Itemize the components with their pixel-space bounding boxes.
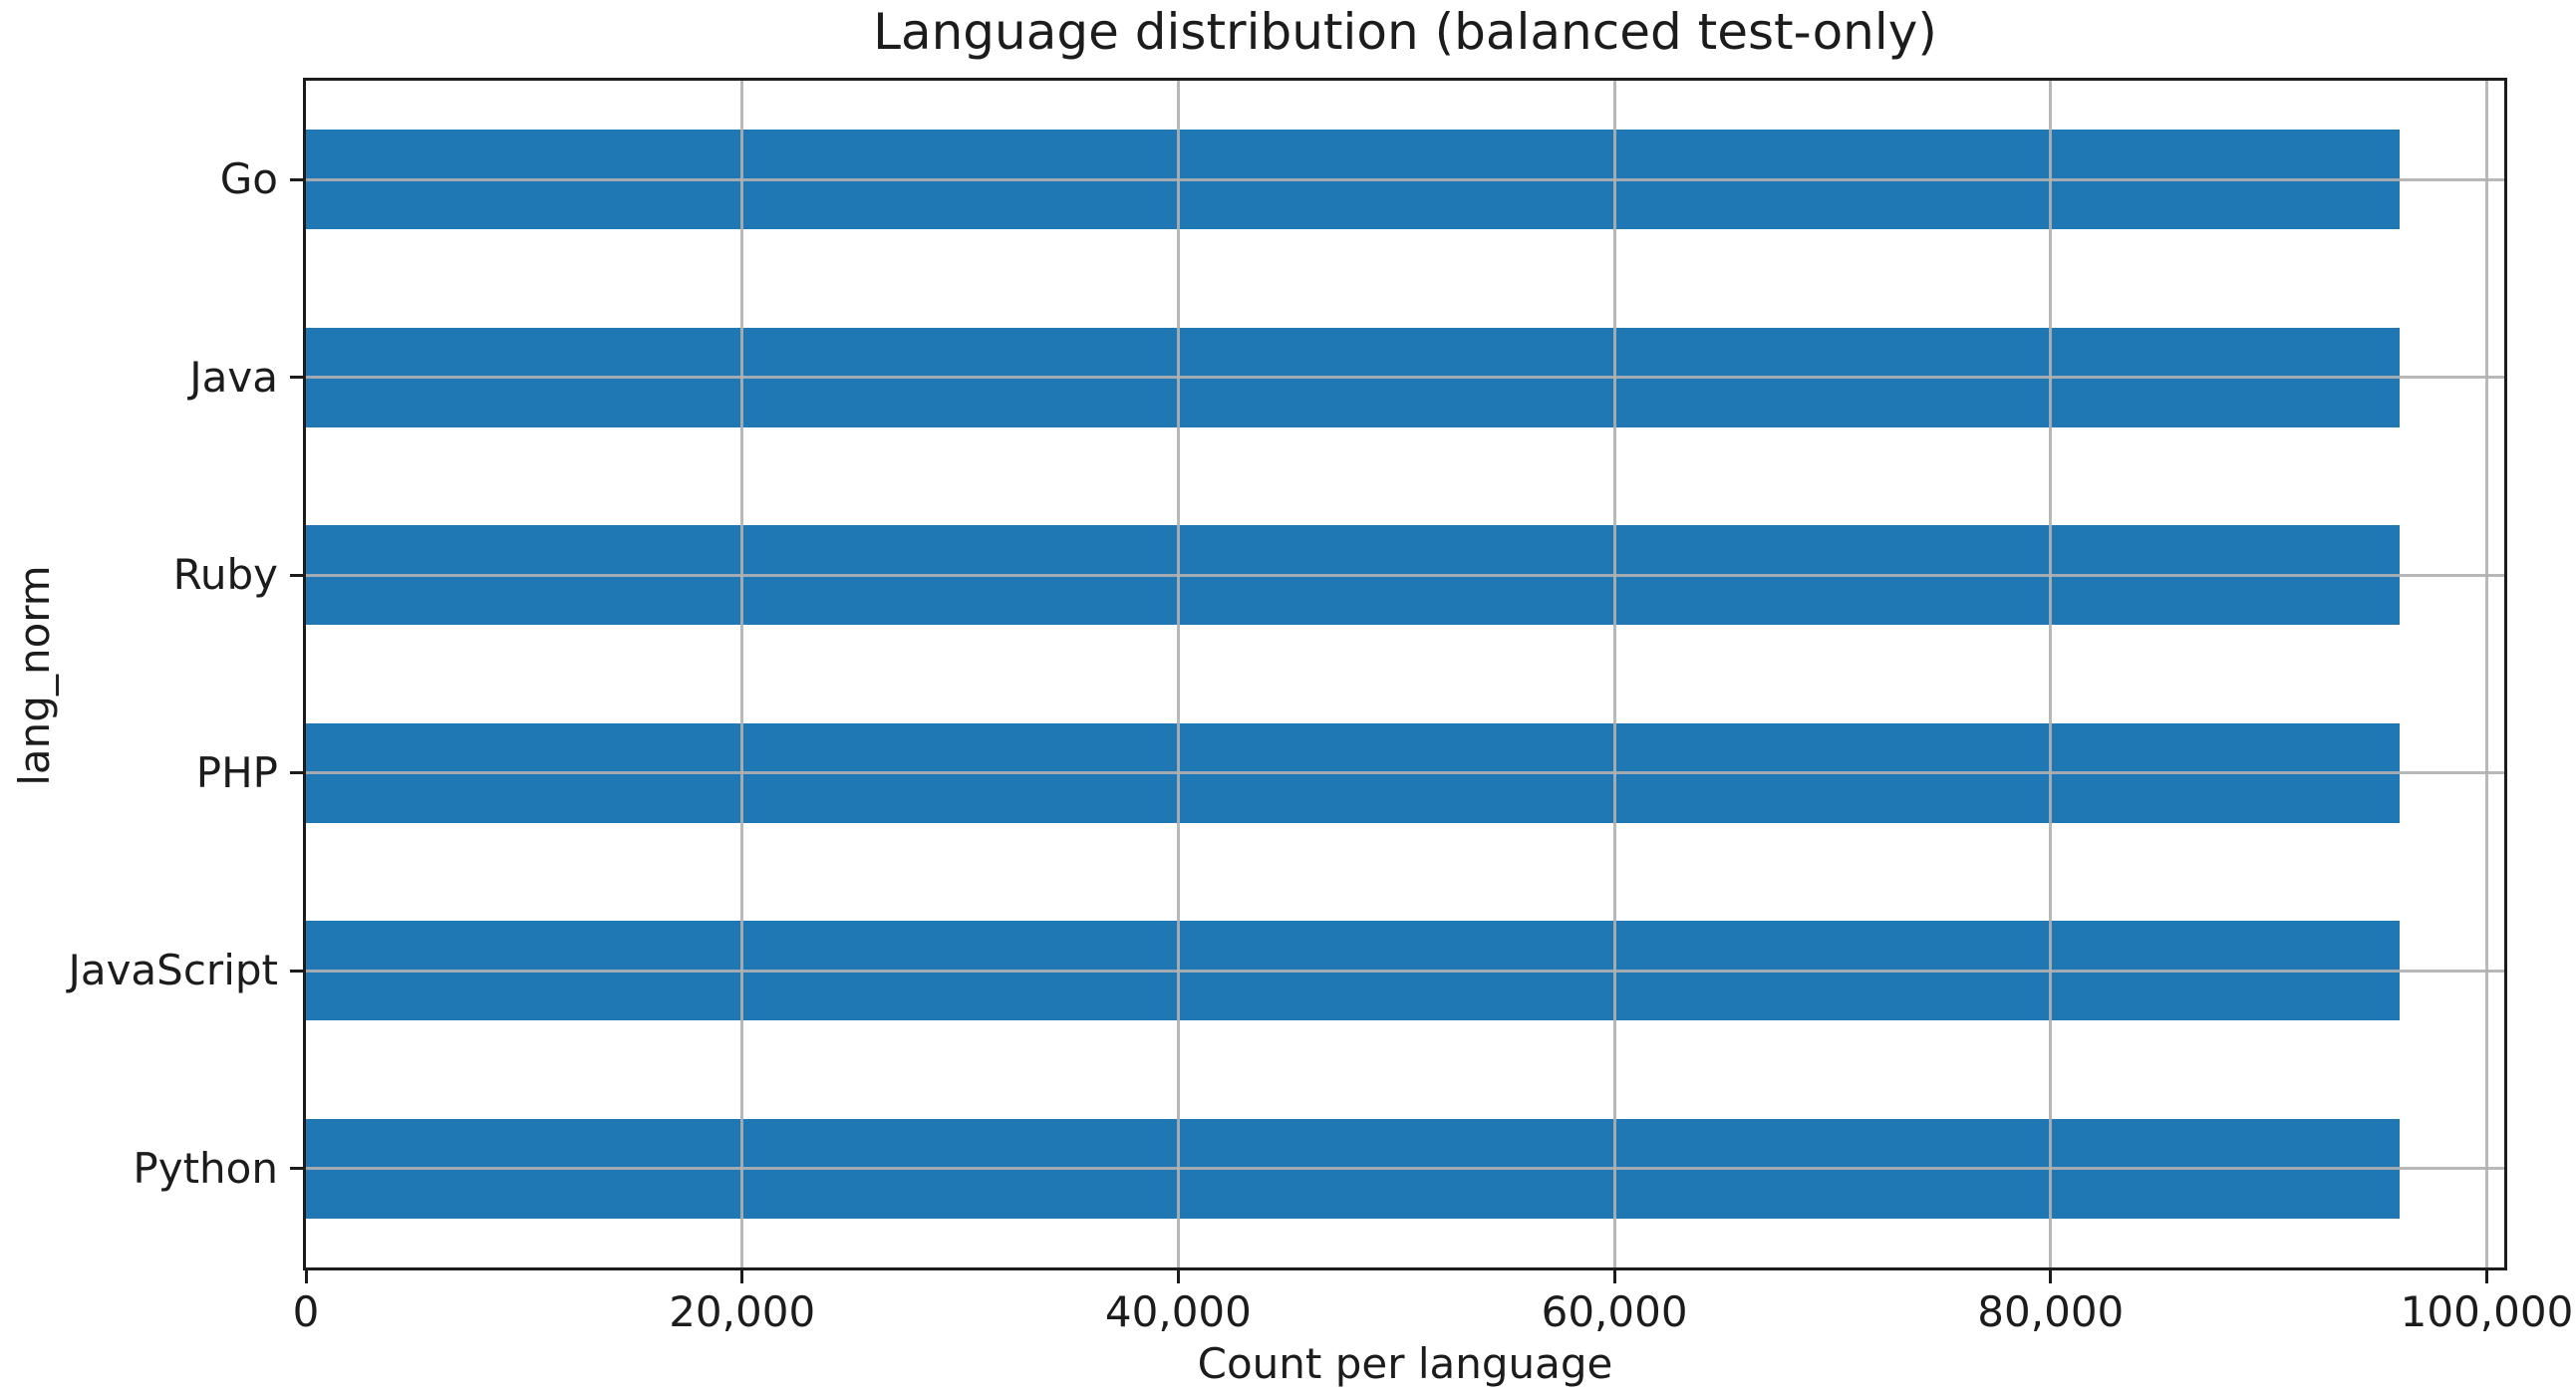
y-tick-label: PHP bbox=[195, 747, 278, 797]
h-gridline bbox=[306, 969, 2504, 973]
x-tick bbox=[740, 1267, 744, 1283]
x-tick bbox=[1612, 1267, 1616, 1283]
y-tick-label: Ruby bbox=[172, 550, 278, 600]
x-tick-label: 40,000 bbox=[1104, 1287, 1252, 1336]
x-tick-label: 80,000 bbox=[1977, 1287, 2125, 1336]
v-gridline bbox=[2049, 81, 2053, 1267]
y-tick-label: Python bbox=[133, 1143, 278, 1193]
y-tick bbox=[290, 1167, 306, 1171]
x-tick bbox=[2484, 1267, 2488, 1283]
v-gridline bbox=[1176, 81, 1180, 1267]
y-tick-label: Java bbox=[189, 352, 278, 402]
y-tick bbox=[290, 177, 306, 181]
x-tick bbox=[2049, 1267, 2053, 1283]
y-tick bbox=[290, 771, 306, 775]
x-tick-label: 0 bbox=[292, 1287, 320, 1336]
chart-title: Language distribution (balanced test-onl… bbox=[873, 3, 1937, 61]
h-gridline bbox=[306, 177, 2504, 181]
v-gridline bbox=[2484, 81, 2488, 1267]
x-axis-label: Count per language bbox=[1197, 1339, 1613, 1388]
x-tick bbox=[1176, 1267, 1180, 1283]
x-tick bbox=[304, 1267, 308, 1283]
y-axis-label: lang_norm bbox=[10, 565, 59, 786]
v-gridline bbox=[1612, 81, 1616, 1267]
x-tick-label: 60,000 bbox=[1541, 1287, 1688, 1336]
x-tick-label: 20,000 bbox=[669, 1287, 816, 1336]
h-gridline bbox=[306, 771, 2504, 775]
plot-area bbox=[306, 81, 2504, 1267]
y-tick bbox=[290, 376, 306, 380]
h-gridline bbox=[306, 1167, 2504, 1171]
y-tick bbox=[290, 969, 306, 973]
y-tick-label: Go bbox=[219, 154, 278, 204]
h-gridline bbox=[306, 573, 2504, 577]
y-tick bbox=[290, 573, 306, 577]
y-tick-label: JavaScript bbox=[68, 946, 278, 995]
h-gridline bbox=[306, 376, 2504, 380]
x-tick-label: 100,000 bbox=[2400, 1287, 2574, 1336]
v-gridline bbox=[740, 81, 744, 1267]
